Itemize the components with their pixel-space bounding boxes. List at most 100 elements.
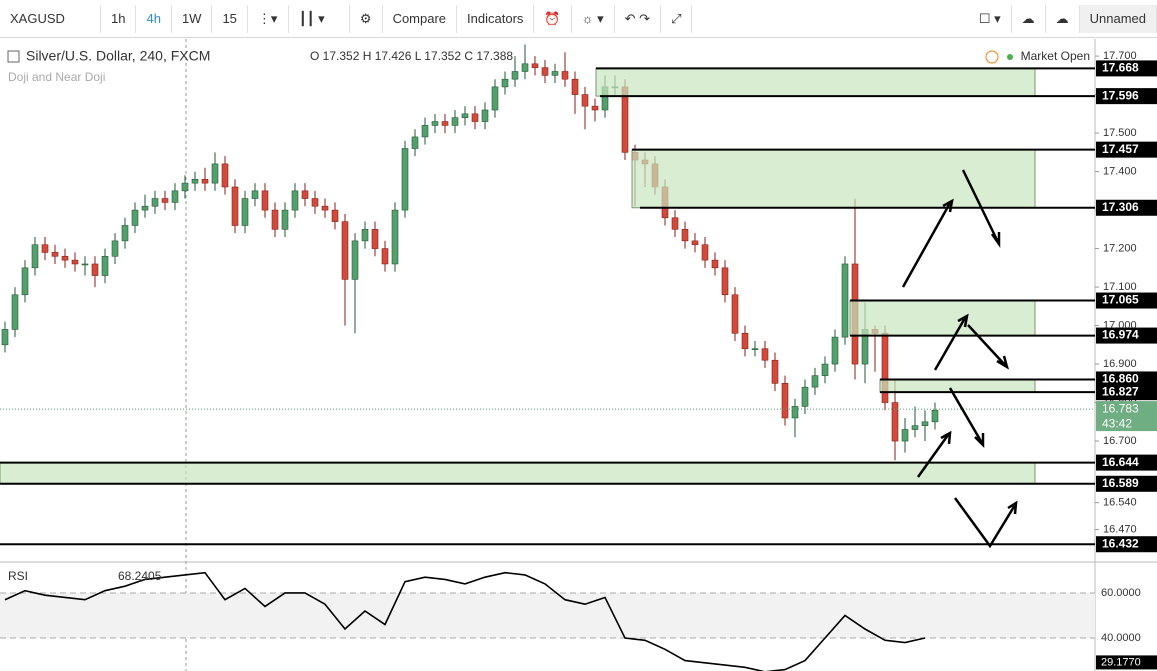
interval[interactable]: 15 xyxy=(212,4,248,33)
candle-body xyxy=(431,121,439,126)
candle-body xyxy=(421,125,429,138)
candle-body xyxy=(901,429,909,442)
more-intervals[interactable]: ⋮▾ xyxy=(248,4,289,33)
y-tick-label: 17.700 xyxy=(1103,50,1137,62)
symbol[interactable]: XAGUSD xyxy=(0,4,101,33)
candle-body xyxy=(751,348,759,350)
arrow xyxy=(933,313,969,371)
candle-body xyxy=(81,263,89,266)
status: Market Open xyxy=(1021,49,1090,63)
layout-name[interactable]: Unnamed xyxy=(1079,4,1157,33)
candle-body xyxy=(141,205,149,211)
y-tick-label: 16.700 xyxy=(1103,435,1137,447)
candle-body xyxy=(221,163,229,188)
rsi-pane xyxy=(0,571,1095,671)
candle-body xyxy=(131,209,139,226)
candle-body xyxy=(821,363,829,376)
interval[interactable]: 1W xyxy=(172,4,213,33)
level-label: 17.457 xyxy=(1102,142,1139,156)
rsi-value: 68.2405 xyxy=(118,569,162,583)
y-tick-label: 17.500 xyxy=(1103,127,1137,139)
y-tick-label: 16.470 xyxy=(1103,523,1137,535)
candle-body xyxy=(811,375,819,388)
zone xyxy=(879,378,1036,393)
candle-body xyxy=(401,148,409,211)
level-label-bg xyxy=(1096,141,1157,158)
rsi-value-bg xyxy=(1096,655,1157,670)
candle-body xyxy=(381,248,389,265)
candle-body xyxy=(771,359,779,384)
collapse-icon[interactable] xyxy=(7,50,20,63)
chart-style[interactable]: ┃┃ ▾ xyxy=(289,4,350,33)
level-label-bg xyxy=(1096,327,1157,344)
candle-body xyxy=(571,78,579,95)
candle-body xyxy=(791,406,799,419)
candle-body xyxy=(161,198,169,203)
candle-body xyxy=(411,136,419,149)
level-label-bg xyxy=(1096,384,1157,401)
level-label-bg xyxy=(1096,292,1157,309)
save[interactable]: ☁ xyxy=(1012,4,1046,33)
last-price-bg xyxy=(1096,401,1157,432)
candle-body xyxy=(21,267,29,296)
fullscreen[interactable]: ⤢ xyxy=(661,4,693,33)
zone xyxy=(0,462,1036,485)
level-label-bg xyxy=(1096,199,1157,216)
candle-body xyxy=(671,217,679,230)
y-tick-label: 17.200 xyxy=(1103,242,1137,254)
candle-body xyxy=(11,294,19,330)
candle-body xyxy=(541,67,549,76)
candle-body xyxy=(251,190,259,199)
candle-body xyxy=(711,259,719,269)
interval[interactable]: 1h xyxy=(101,4,137,33)
candle-body xyxy=(351,240,359,280)
candle-body xyxy=(801,386,809,407)
rsi-line xyxy=(4,571,926,671)
candle-body xyxy=(171,190,179,203)
candle-body xyxy=(291,190,299,211)
toolbar: XAGUSD 1h 4h 1W 15 ⋮▾ ┃┃ ▾ ⚙ Compare Ind… xyxy=(0,0,1157,38)
candle-body xyxy=(471,113,479,122)
y-tick-label: 16.900 xyxy=(1103,358,1137,370)
settings[interactable]: ⚙ xyxy=(350,4,383,33)
zone xyxy=(849,300,1036,337)
candle-body xyxy=(371,229,379,249)
indicators[interactable]: Indicators xyxy=(457,4,535,33)
alert[interactable]: ⏰ xyxy=(534,4,572,33)
status-icon xyxy=(985,50,999,64)
candle-body xyxy=(551,71,559,76)
candle-body xyxy=(451,117,459,126)
zone xyxy=(631,149,1036,209)
candle-body xyxy=(681,229,689,242)
level-label-bg xyxy=(1096,60,1157,77)
candle-body xyxy=(271,209,279,230)
arrow xyxy=(916,430,952,478)
level-label: 17.065 xyxy=(1102,293,1139,307)
candle-body xyxy=(71,259,79,265)
candle-body xyxy=(481,109,489,122)
candle-body xyxy=(341,221,349,280)
candle-body xyxy=(31,244,39,269)
candle-body xyxy=(191,178,199,184)
candle-body xyxy=(501,78,509,88)
countdown: 43:42 xyxy=(1102,416,1132,430)
load[interactable]: ☁ xyxy=(1046,4,1080,33)
candle-body xyxy=(281,209,289,230)
candle-body xyxy=(201,178,209,184)
snapshot[interactable]: ☐ ▾ xyxy=(969,4,1012,33)
level-label: 16.589 xyxy=(1102,476,1139,490)
candle-body xyxy=(761,348,769,361)
undo[interactable]: ↶ ↷ xyxy=(615,4,662,33)
arrow xyxy=(901,198,954,288)
candle-body xyxy=(741,332,749,349)
level-label-bg xyxy=(1096,475,1157,492)
candle-body xyxy=(521,63,529,72)
candle-body xyxy=(301,190,309,199)
interval[interactable]: 4h xyxy=(136,4,172,33)
templates[interactable]: ☼ ▾ xyxy=(572,4,615,33)
candle-body xyxy=(591,105,599,111)
compare[interactable]: Compare xyxy=(383,4,458,33)
y-tick-label: 17.100 xyxy=(1103,281,1137,293)
